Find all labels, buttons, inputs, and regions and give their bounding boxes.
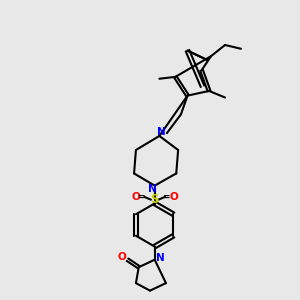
Text: N: N xyxy=(157,127,166,137)
Text: O: O xyxy=(132,192,140,202)
Text: O: O xyxy=(169,192,178,202)
Text: =: = xyxy=(138,193,146,202)
Text: N: N xyxy=(148,184,157,194)
Text: O: O xyxy=(118,252,126,262)
Text: N: N xyxy=(156,253,165,263)
Text: S: S xyxy=(150,193,159,206)
Text: =: = xyxy=(163,193,171,202)
